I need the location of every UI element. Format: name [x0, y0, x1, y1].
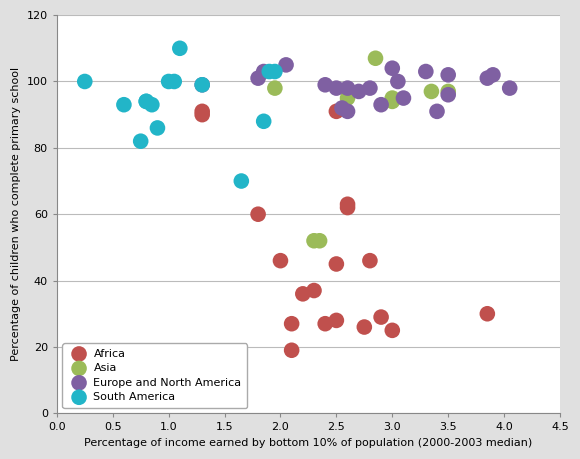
Point — [259, 118, 269, 125]
Point — [253, 74, 263, 82]
Point — [421, 68, 430, 75]
Point — [175, 45, 184, 52]
Point — [387, 327, 397, 334]
Point — [387, 98, 397, 105]
Point — [432, 108, 441, 115]
Point — [321, 320, 330, 327]
Point — [399, 95, 408, 102]
X-axis label: Percentage of income earned by bottom 10% of population (2000-2003 median): Percentage of income earned by bottom 10… — [84, 438, 532, 448]
Point — [332, 84, 341, 92]
Point — [393, 78, 403, 85]
Point — [343, 95, 352, 102]
Point — [365, 84, 375, 92]
Point — [198, 81, 207, 89]
Point — [198, 111, 207, 118]
Point — [253, 211, 263, 218]
Point — [80, 78, 89, 85]
Point — [153, 124, 162, 132]
Point — [365, 257, 375, 264]
Y-axis label: Percentage of children who complete primary school: Percentage of children who complete prim… — [11, 67, 21, 361]
Point — [483, 74, 492, 82]
Point — [343, 108, 352, 115]
Point — [343, 201, 352, 208]
Point — [309, 237, 318, 245]
Point — [237, 177, 246, 185]
Point — [198, 108, 207, 115]
Point — [169, 78, 179, 85]
Point — [198, 81, 207, 89]
Point — [354, 88, 364, 95]
Point — [387, 65, 397, 72]
Point — [338, 104, 347, 112]
Point — [483, 310, 492, 318]
Point — [376, 313, 386, 321]
Point — [343, 204, 352, 211]
Point — [427, 88, 436, 95]
Point — [276, 257, 285, 264]
Point — [270, 84, 280, 92]
Point — [164, 78, 173, 85]
Point — [444, 91, 453, 98]
Point — [387, 95, 397, 102]
Point — [371, 55, 380, 62]
Point — [136, 138, 146, 145]
Point — [142, 98, 151, 105]
Point — [488, 71, 498, 78]
Point — [264, 68, 274, 75]
Point — [119, 101, 129, 108]
Point — [281, 61, 291, 68]
Point — [332, 260, 341, 268]
Point — [444, 88, 453, 95]
Point — [360, 323, 369, 330]
Point — [376, 101, 386, 108]
Point — [343, 84, 352, 92]
Point — [270, 68, 280, 75]
Point — [298, 290, 307, 297]
Point — [287, 320, 296, 327]
Point — [332, 108, 341, 115]
Legend: Africa, Asia, Europe and North America, South America: Africa, Asia, Europe and North America, … — [63, 343, 247, 408]
Point — [444, 71, 453, 78]
Point — [505, 84, 514, 92]
Point — [332, 317, 341, 324]
Point — [147, 101, 157, 108]
Point — [309, 287, 318, 294]
Point — [287, 347, 296, 354]
Point — [321, 81, 330, 89]
Point — [259, 68, 269, 75]
Point — [315, 237, 324, 245]
Point — [142, 98, 151, 105]
